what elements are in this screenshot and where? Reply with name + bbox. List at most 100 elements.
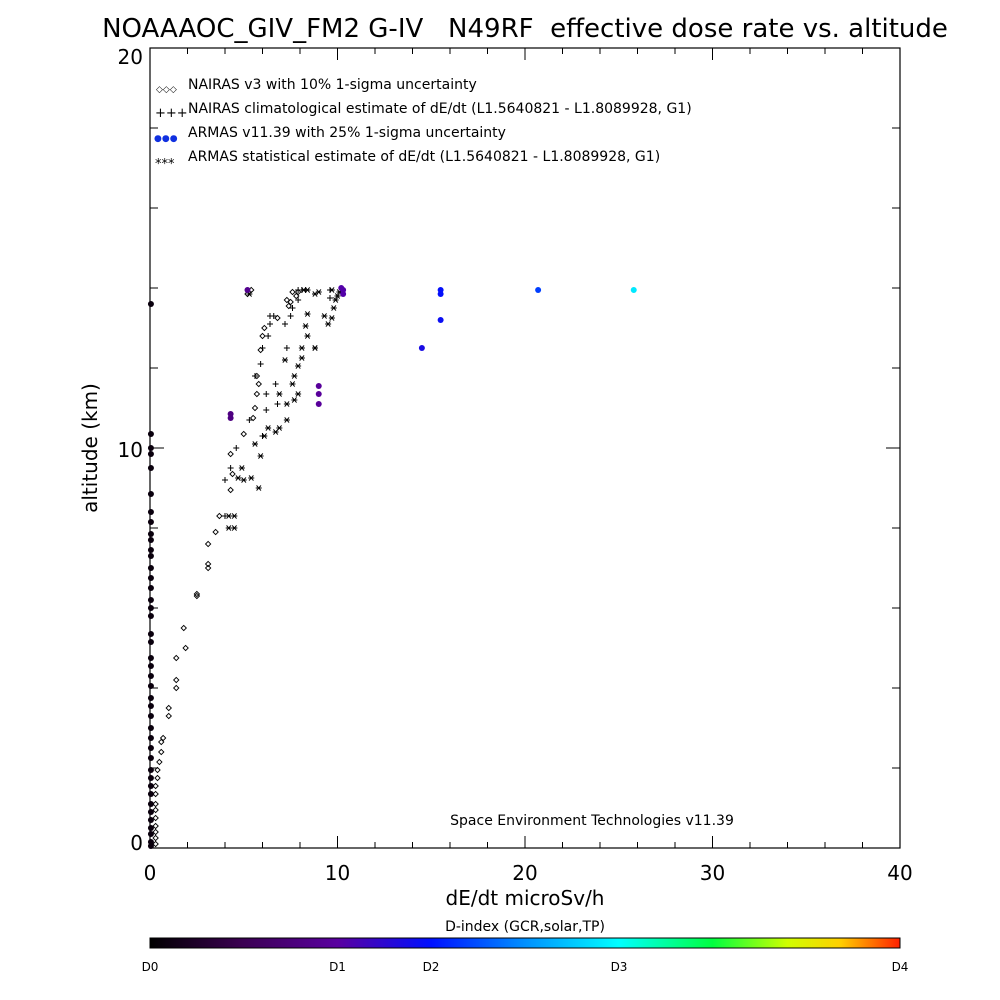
- legend-label-nairas-clim: NAIRAS climatological estimate of dE/dt …: [188, 101, 692, 117]
- armas-point: [147, 519, 154, 525]
- armas-point: [147, 491, 154, 497]
- nairas-point: [152, 822, 159, 830]
- armas-point: [147, 713, 154, 719]
- nairas-point: [293, 292, 300, 300]
- armas-stat-point: [276, 425, 283, 431]
- armas-point: [147, 531, 154, 537]
- armas-point: [147, 565, 154, 571]
- armas-stat-point: [282, 357, 288, 363]
- armas-point: [147, 695, 154, 701]
- nairas-clim-point: [265, 333, 272, 339]
- armas-point: [147, 431, 154, 437]
- armas-point: [147, 605, 154, 611]
- legend-symbol-armas-stat: ***: [155, 157, 175, 172]
- nairas-point: [173, 676, 180, 684]
- data-marks: [147, 285, 637, 849]
- nairas-point: [287, 298, 294, 306]
- armas-point: [147, 839, 154, 845]
- nairas-point: [227, 450, 234, 458]
- nairas-point: [158, 748, 165, 756]
- x-tick-label: 40: [887, 861, 912, 885]
- armas-point: [315, 401, 322, 407]
- armas-point: [147, 809, 154, 815]
- armas-point: [147, 301, 154, 307]
- nairas-clim-point: [222, 477, 228, 483]
- legend-symbol-armas: ●●●: [154, 134, 178, 144]
- nairas-point: [173, 654, 180, 662]
- colorbar-label: D4: [892, 960, 909, 974]
- armas-stat-point: [304, 311, 311, 317]
- nairas-point: [227, 486, 234, 494]
- nairas-point: [152, 840, 159, 848]
- nairas-point: [152, 782, 159, 790]
- armas-stat-point: [298, 355, 305, 361]
- armas-stat-point: [240, 477, 247, 483]
- armas-point: [147, 791, 154, 797]
- nairas-point: [152, 814, 159, 822]
- nairas-point: [255, 380, 262, 388]
- nairas-point: [229, 470, 236, 478]
- nairas-clim-point: [246, 417, 253, 423]
- colorbar-label: D2: [423, 960, 440, 974]
- armas-point: [315, 391, 322, 397]
- armas-stat-point: [231, 513, 238, 519]
- armas-stat-point: [298, 345, 305, 351]
- armas-stat-point: [302, 323, 309, 329]
- armas-point: [418, 345, 425, 351]
- armas-stat-point: [289, 381, 296, 387]
- nairas-point: [193, 590, 201, 598]
- armas-point: [437, 287, 444, 293]
- nairas-point: [274, 314, 281, 322]
- nairas-point: [154, 774, 161, 782]
- legend-symbol-nairas: ◇◇◇: [156, 85, 177, 95]
- nairas-point: [154, 766, 161, 774]
- colorbar-label: D0: [142, 960, 159, 974]
- x-tick-label: 30: [700, 861, 725, 885]
- colorbar-title: D-index (GCR,solar,TP): [445, 919, 605, 935]
- nairas-point: [156, 758, 163, 766]
- nairas-point: [204, 564, 212, 572]
- armas-stat-point: [295, 391, 302, 397]
- nairas-clim-point: [289, 305, 296, 311]
- nairas-point: [165, 712, 172, 720]
- nairas-clim-point: [233, 445, 240, 451]
- armas-stat-point: [255, 485, 262, 491]
- armas-point: [147, 613, 154, 619]
- armas-stat-point: [312, 345, 318, 351]
- nairas-clim-point: [295, 297, 302, 303]
- armas-point: [147, 509, 154, 515]
- armas-point: [315, 383, 322, 389]
- armas-point: [147, 553, 154, 559]
- nairas-point: [173, 684, 180, 692]
- armas-point: [147, 775, 154, 781]
- nairas-point: [158, 738, 165, 746]
- armas-point: [147, 451, 154, 457]
- armas-point: [147, 537, 154, 543]
- armas-point: [147, 663, 154, 669]
- armas-stat-point: [291, 397, 298, 403]
- nairas-clim-point: [287, 313, 294, 319]
- nairas-point: [204, 540, 212, 548]
- armas-point: [147, 755, 154, 761]
- nairas-point: [152, 806, 159, 814]
- nairas-point: [240, 430, 247, 438]
- axis-ticks: [150, 48, 900, 848]
- armas-point: [147, 831, 154, 837]
- armas-point: [147, 465, 154, 471]
- armas-stat-point: [328, 315, 335, 321]
- nairas-point: [182, 644, 189, 652]
- armas-stat-point: [238, 465, 245, 471]
- armas-stat-point: [328, 287, 335, 293]
- armas-point: [535, 287, 542, 293]
- nairas-point: [253, 390, 261, 398]
- armas-point: [437, 317, 444, 323]
- armas-point: [147, 597, 154, 603]
- colorbar: [149, 937, 901, 949]
- nairas-clim-point: [227, 465, 234, 471]
- nairas-clim-point: [257, 361, 264, 367]
- armas-stat-point: [283, 417, 290, 423]
- nairas-point: [261, 324, 268, 332]
- armas-stat-point: [304, 333, 311, 339]
- armas-point: [338, 285, 345, 291]
